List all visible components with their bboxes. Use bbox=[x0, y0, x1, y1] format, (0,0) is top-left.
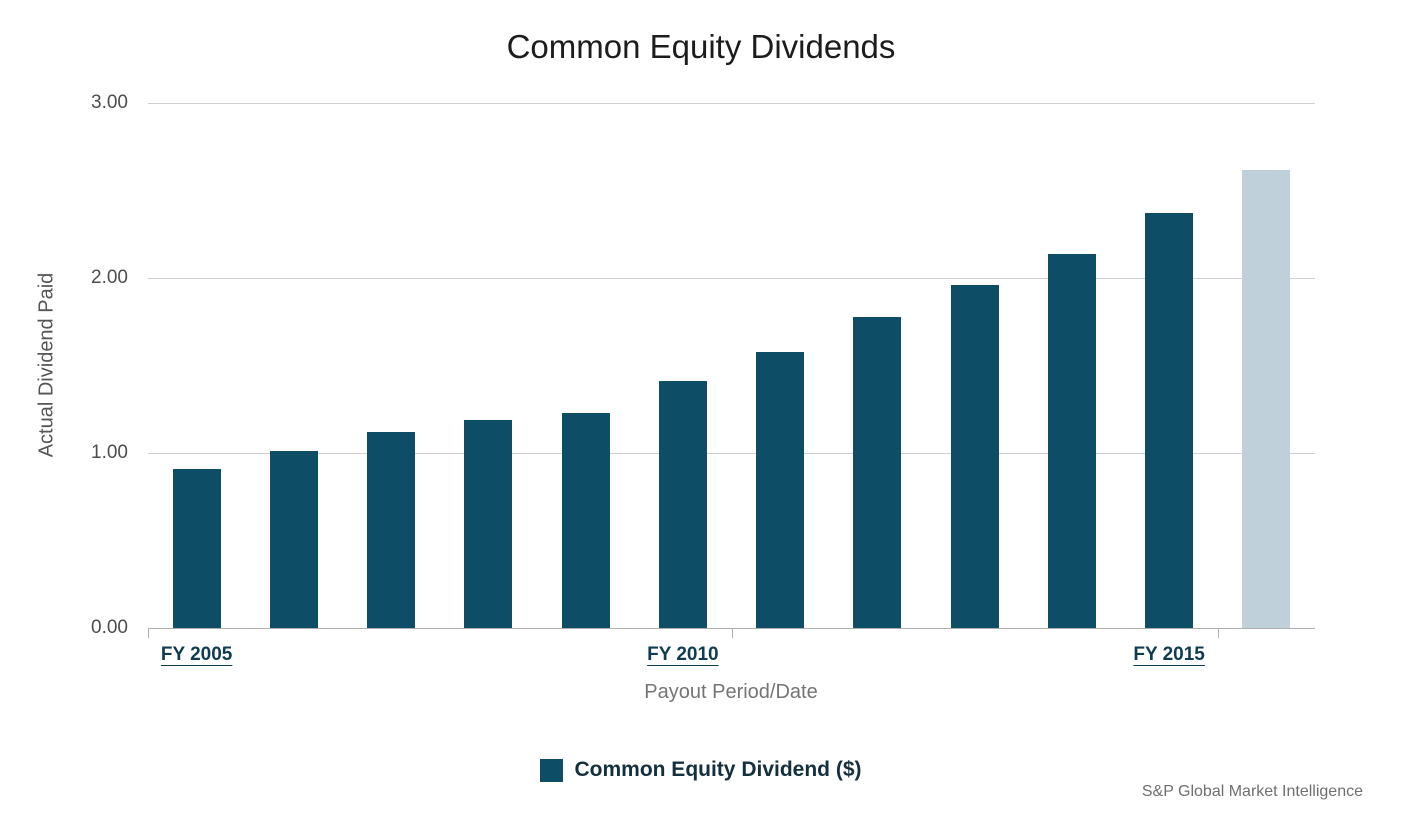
gridline-2 bbox=[148, 278, 1315, 279]
bar-fy-2015 bbox=[1145, 213, 1194, 628]
legend-label: Common Equity Dividend ($) bbox=[574, 758, 862, 781]
plot-area: FY 2005 FY 2010 FY 2015 bbox=[148, 103, 1315, 665]
bar-fy-2007 bbox=[367, 432, 416, 628]
bar-fy-2014 bbox=[1047, 253, 1096, 628]
bar-fy-2005 bbox=[172, 468, 221, 628]
bar-fy-2008 bbox=[464, 419, 513, 628]
x-tick-fy-2010[interactable]: FY 2010 bbox=[647, 644, 719, 665]
x-axis-label: Payout Period/Date bbox=[644, 681, 818, 703]
y-tick-label: 3.00 bbox=[91, 92, 128, 113]
x-tick-fy-2015[interactable]: FY 2015 bbox=[1133, 644, 1205, 665]
y-tick-label: 2.00 bbox=[91, 267, 128, 288]
bar-fy-2009 bbox=[561, 412, 610, 628]
attribution: S&P Global Market Intelligence bbox=[1141, 783, 1363, 800]
gridline-3 bbox=[148, 103, 1315, 104]
bar-fy-2011 bbox=[756, 351, 805, 628]
bar-fy-2006 bbox=[269, 451, 318, 628]
axis-tick bbox=[1217, 628, 1219, 638]
bar-fy-2012 bbox=[853, 316, 902, 628]
y-axis-label: Actual Dividend Paid bbox=[35, 272, 58, 458]
bar-fy-2016 bbox=[1242, 169, 1291, 628]
x-tick-fy-2005[interactable]: FY 2005 bbox=[160, 644, 233, 665]
gridline-1 bbox=[148, 453, 1315, 454]
y-tick-label: 0.00 bbox=[91, 617, 128, 638]
legend-swatch bbox=[540, 758, 564, 782]
chart-title: Common Equity Dividends bbox=[506, 28, 896, 65]
legend: Common Equity Dividend ($) bbox=[0, 758, 1402, 782]
axis-tick bbox=[148, 628, 149, 638]
y-tick-label: 1.00 bbox=[91, 442, 128, 463]
bar-fy-2010 bbox=[658, 381, 707, 628]
bar-fy-2013 bbox=[950, 285, 999, 628]
axis-tick bbox=[731, 628, 733, 638]
